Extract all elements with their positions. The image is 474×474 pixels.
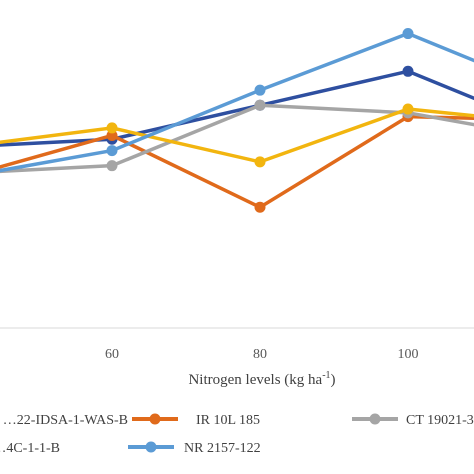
legend-item-1: …22-IDSA-1-WAS-B [3, 413, 128, 428]
data-point [254, 156, 266, 168]
legend-item-5: NR 2157-122 [128, 441, 261, 456]
legend-item-4: …4C-1-1-B [0, 441, 60, 456]
data-point [254, 84, 266, 96]
data-point [106, 122, 118, 134]
legend-swatch-marker [145, 441, 157, 453]
x-tick-label: 60 [105, 347, 119, 362]
data-point [402, 103, 414, 115]
legend-swatch-marker [369, 413, 381, 425]
series-5 [0, 28, 474, 173]
legend-swatch-marker [149, 413, 161, 425]
x-tick-label: 80 [253, 347, 267, 362]
data-point [402, 65, 414, 77]
series-line-2 [0, 114, 474, 209]
x-tick-label: 100 [398, 347, 419, 362]
series-4 [0, 103, 474, 168]
x-axis-title-main: Nitrogen levels (kg ha [188, 372, 322, 388]
legend-label: CT 19021-3-… [406, 413, 474, 428]
legend-label: IR 10L 185 [196, 413, 260, 428]
data-point [106, 129, 118, 141]
x-tick-labels: 60 80 100 [105, 347, 419, 362]
x-axis-title-tail: ) [331, 372, 336, 388]
data-point [254, 99, 266, 111]
data-point [106, 160, 118, 172]
x-axis-title: Nitrogen levels (kg ha-1) [188, 370, 335, 388]
data-point [402, 28, 414, 40]
legend-label: …4C-1-1-B [0, 441, 60, 456]
series-2 [0, 111, 474, 213]
legend-label: NR 2157-122 [184, 441, 261, 456]
legend-label: …22-IDSA-1-WAS-B [3, 413, 128, 428]
legend: …22-IDSA-1-WAS-B IR 10L 185 CT 19021-3-… …4… [0, 413, 474, 456]
legend-item-2: IR 10L 185 [132, 413, 260, 428]
x-axis-title-superscript: -1 [322, 370, 330, 381]
data-point [254, 201, 266, 213]
legend-item-3: CT 19021-3-… [352, 413, 474, 428]
plot-area [0, 28, 474, 213]
data-point [106, 145, 118, 157]
